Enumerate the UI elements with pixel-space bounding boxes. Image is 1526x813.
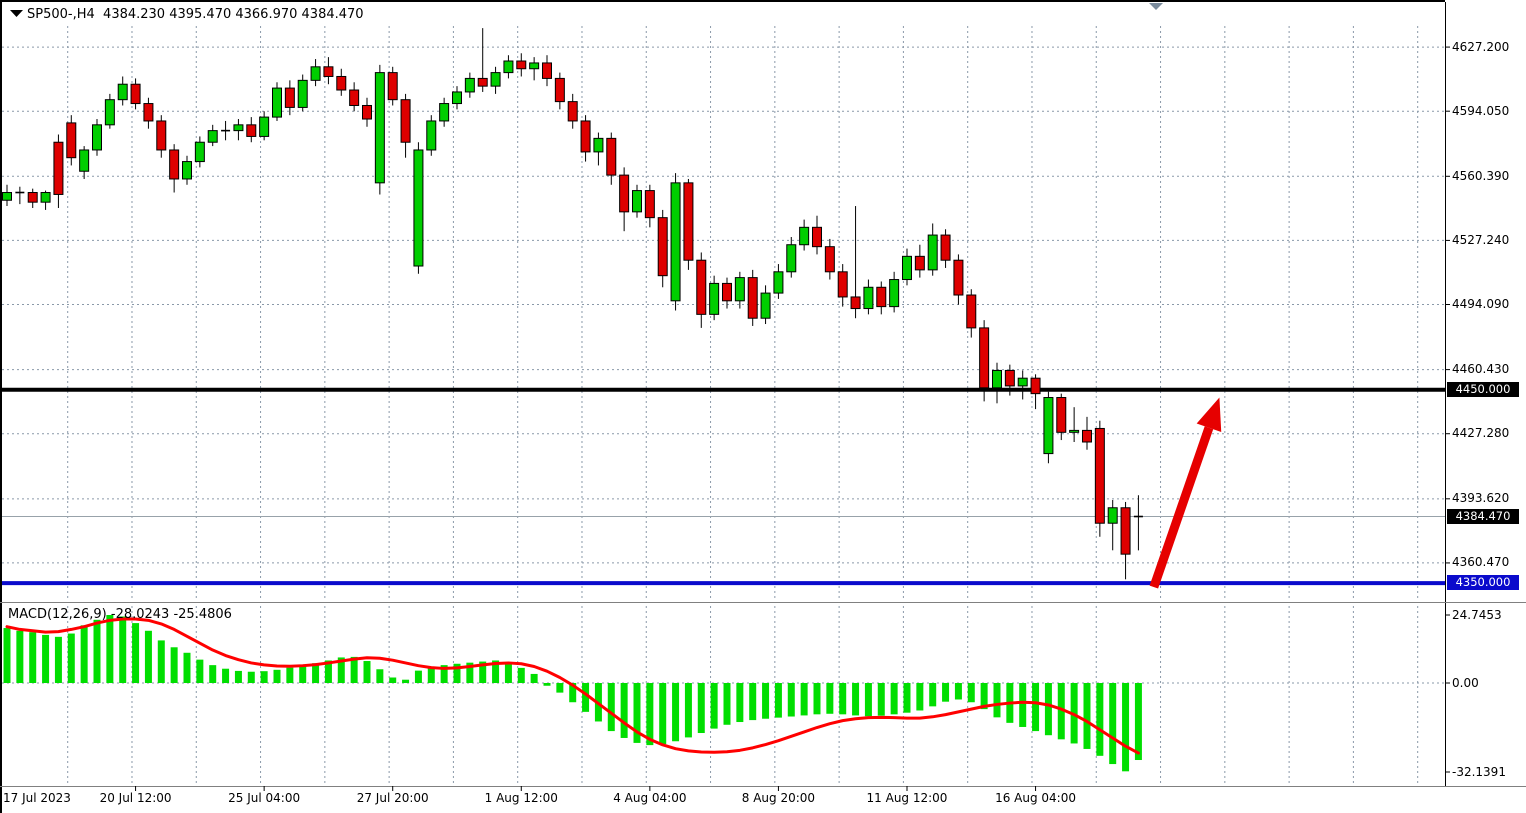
- price-axis-label: 4494.090: [1452, 297, 1510, 311]
- macd-axis-label: 24.7453: [1452, 607, 1502, 622]
- current-price-badge: 4384.470: [1447, 508, 1519, 524]
- price-axis-label: 4360.470: [1452, 555, 1510, 570]
- price-axis-label: 4393.620: [1452, 491, 1510, 506]
- price-axis-label: 4527.240: [1452, 232, 1510, 247]
- support-price-badge: 4350.000: [1447, 575, 1519, 591]
- macd-values: -28.0243 -25.4806: [110, 607, 232, 622]
- price-axis-label: 4460.430: [1452, 362, 1510, 377]
- macd-name: MACD(12,26,9): [8, 607, 107, 622]
- resistance-price-badge: 4450.000: [1447, 381, 1519, 397]
- time-axis-label: 20 Jul 12:00: [99, 791, 172, 805]
- macd-indicator-label: MACD(12,26,9) -28.0243 -25.4806: [8, 607, 232, 622]
- time-axis-label: 11 Aug 12:00: [866, 791, 948, 805]
- title-spacer: [95, 7, 103, 22]
- shift-position-marker-icon: [1149, 3, 1163, 10]
- macd-axis-label: 0.00: [1452, 675, 1479, 690]
- chart-title: SP500-,H4 4384.230 4395.470 4366.970 438…: [27, 7, 364, 22]
- symbol-timeframe-label: SP500-,H4: [27, 7, 95, 22]
- time-axis-label: 27 Jul 20:00: [356, 791, 429, 805]
- price-axis-label: 4594.050: [1452, 103, 1510, 118]
- price-axis-label: 4427.280: [1452, 426, 1510, 441]
- macd-axis-label: -32.1391: [1452, 764, 1506, 779]
- symbol-dropdown-icon[interactable]: [10, 10, 23, 17]
- time-axis-label: 17 Jul 2023: [3, 791, 71, 805]
- ohlc-values-label: 4384.230 4395.470 4366.970 4384.470: [103, 7, 364, 22]
- time-axis-label: 4 Aug 04:00: [613, 791, 687, 805]
- time-axis-label: 16 Aug 04:00: [995, 791, 1077, 805]
- time-axis-label: 8 Aug 20:00: [741, 791, 816, 805]
- time-axis-label: 25 Jul 04:00: [228, 791, 301, 805]
- price-axis-label: 4627.200: [1452, 39, 1510, 54]
- price-axis-label: 4560.390: [1452, 168, 1510, 183]
- time-axis-label: 1 Aug 12:00: [484, 791, 558, 805]
